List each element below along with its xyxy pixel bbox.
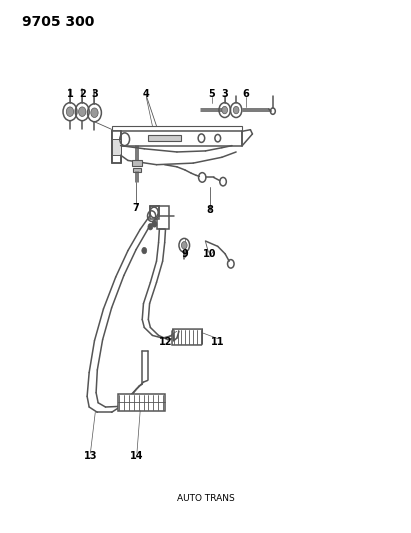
Text: AUTO TRANS: AUTO TRANS: [177, 494, 234, 503]
Polygon shape: [133, 168, 141, 172]
Text: 2: 2: [79, 89, 85, 99]
Polygon shape: [113, 139, 120, 155]
Circle shape: [91, 108, 98, 117]
Text: 9705 300: 9705 300: [22, 14, 94, 29]
Text: 12: 12: [159, 337, 172, 347]
Text: 10: 10: [203, 249, 216, 259]
Circle shape: [148, 223, 153, 230]
Text: 14: 14: [130, 451, 144, 462]
Circle shape: [79, 107, 86, 116]
Polygon shape: [113, 126, 242, 131]
Circle shape: [142, 247, 147, 254]
Text: 5: 5: [208, 89, 215, 99]
Polygon shape: [172, 329, 202, 345]
Text: 13: 13: [83, 451, 97, 462]
Text: 3: 3: [221, 89, 228, 99]
Text: 6: 6: [242, 89, 249, 99]
Polygon shape: [113, 131, 120, 163]
Polygon shape: [132, 160, 142, 166]
Text: 9: 9: [182, 249, 189, 259]
Polygon shape: [113, 131, 242, 161]
Text: 1: 1: [67, 89, 73, 99]
Circle shape: [66, 107, 74, 116]
Text: 4: 4: [143, 89, 150, 99]
Text: 8: 8: [206, 205, 213, 215]
Polygon shape: [118, 394, 165, 411]
Text: 3: 3: [91, 89, 98, 99]
Circle shape: [152, 221, 157, 227]
Text: 11: 11: [211, 337, 224, 347]
Polygon shape: [150, 206, 159, 219]
Circle shape: [222, 107, 228, 114]
Polygon shape: [113, 131, 120, 161]
Circle shape: [233, 107, 239, 114]
Text: 7: 7: [133, 203, 139, 213]
Polygon shape: [157, 206, 169, 229]
Polygon shape: [148, 135, 181, 141]
Circle shape: [181, 241, 187, 249]
